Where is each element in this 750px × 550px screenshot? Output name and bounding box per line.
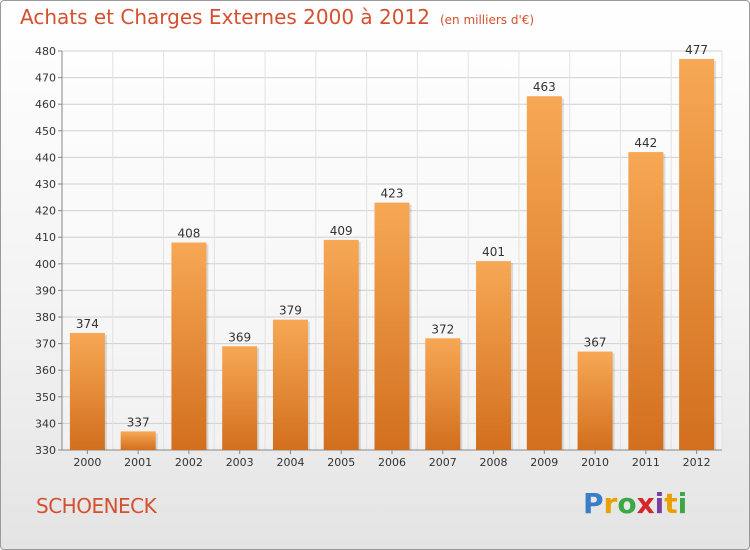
bar (272, 319, 308, 450)
y-tick-label: 390 (35, 284, 56, 297)
y-tick-label: 350 (35, 391, 56, 404)
logo-letter: i (677, 487, 688, 520)
bar-value-label: 408 (177, 227, 200, 241)
bar-value-label: 372 (431, 322, 454, 336)
y-tick-label: 360 (35, 364, 56, 377)
chart-unit-note: (en milliers d'€) (439, 13, 535, 27)
proxiti-logo: Proxiti (583, 487, 687, 520)
logo-letter: r (603, 487, 618, 520)
logo-letter: P (583, 487, 604, 520)
bar (323, 239, 359, 450)
bar (628, 152, 664, 450)
x-tick-label: 2003 (226, 456, 254, 469)
y-tick-label: 380 (35, 311, 56, 324)
logo-letter: x (636, 487, 655, 520)
y-tick-label: 420 (35, 205, 56, 218)
chart-title: Achats et Charges Externes 2000 à 2012 (e… (20, 5, 534, 29)
bar-value-label: 442 (634, 136, 657, 150)
x-tick-label: 2007 (429, 456, 457, 469)
x-tick-label: 2006 (378, 456, 406, 469)
bar-value-label: 379 (279, 304, 302, 318)
x-tick-label: 2000 (73, 456, 101, 469)
bar (577, 351, 613, 450)
y-tick-label: 470 (35, 72, 56, 85)
x-tick-label: 2011 (632, 456, 660, 469)
logo-letter: i (654, 487, 665, 520)
y-tick-label: 480 (35, 45, 56, 58)
y-tick-label: 410 (35, 231, 56, 244)
y-tick-label: 440 (35, 151, 56, 164)
bar (69, 332, 105, 450)
bar-value-label: 423 (381, 187, 404, 201)
x-tick-label: 2010 (581, 456, 609, 469)
x-tick-label: 2004 (276, 456, 304, 469)
city-name: SCHOENECK (36, 494, 157, 518)
y-tick-label: 340 (35, 417, 56, 430)
x-tick-label: 2008 (480, 456, 508, 469)
bar (526, 96, 562, 450)
bar-value-label: 463 (533, 80, 556, 94)
logo-letter: o (617, 487, 637, 520)
y-tick-label: 370 (35, 338, 56, 351)
logo-letter: t (664, 487, 678, 520)
bar (679, 58, 715, 450)
x-tick-label: 2002 (175, 456, 203, 469)
bar-value-label: 374 (76, 317, 99, 331)
y-tick-label: 330 (35, 444, 56, 457)
x-tick-label: 2009 (530, 456, 558, 469)
bar-value-label: 477 (685, 43, 708, 57)
bar (171, 242, 207, 450)
bar-value-label: 369 (228, 330, 251, 344)
bar (425, 338, 461, 450)
y-tick-label: 400 (35, 258, 56, 271)
bar-value-label: 367 (584, 336, 607, 350)
labels: 330 340 350 360 370 380 390 400 410 420 430 440 450 4… (35, 43, 711, 469)
bar-value-label: 401 (482, 245, 505, 259)
bar (476, 261, 512, 450)
bar-value-label: 409 (330, 224, 353, 238)
bar (120, 431, 156, 450)
bars (69, 58, 717, 450)
y-tick-label: 460 (35, 98, 56, 111)
x-tick-label: 2012 (683, 456, 711, 469)
y-tick-label: 430 (35, 178, 56, 191)
bar (222, 346, 258, 450)
bar-value-label: 337 (127, 415, 150, 429)
x-tick-label: 2005 (327, 456, 355, 469)
chart-title-text: Achats et Charges Externes 2000 à 2012 (20, 5, 430, 29)
bar (374, 202, 410, 450)
y-tick-label: 450 (35, 125, 56, 138)
x-tick-label: 2001 (124, 456, 152, 469)
